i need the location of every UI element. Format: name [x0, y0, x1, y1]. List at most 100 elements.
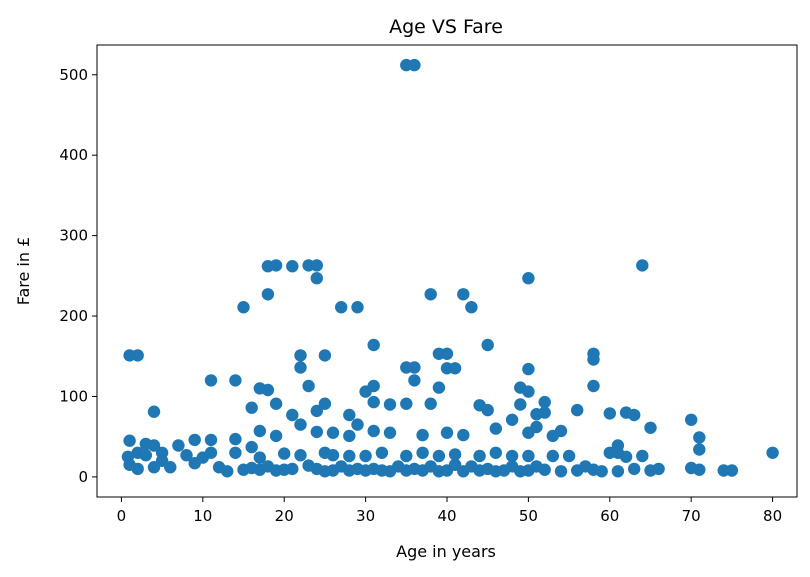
data-point	[554, 424, 568, 438]
data-point	[448, 448, 462, 461]
x-axis-ticks: 0 10 20 30 40 50 60 70 80	[117, 497, 782, 525]
data-point	[562, 449, 576, 463]
data-point	[424, 288, 437, 301]
data-point	[245, 401, 258, 414]
data-point	[408, 58, 421, 72]
data-point	[522, 272, 535, 285]
data-point	[693, 431, 706, 444]
data-point	[310, 425, 323, 439]
data-point	[294, 418, 307, 431]
data-point	[693, 443, 706, 456]
data-point	[261, 383, 275, 397]
data-point	[229, 432, 242, 446]
data-point	[522, 362, 535, 376]
x-tick-label: 10	[193, 507, 212, 525]
data-point	[448, 362, 462, 375]
data-point	[587, 379, 600, 393]
y-tick-label: 0	[78, 468, 88, 486]
data-point	[587, 353, 600, 366]
y-tick-label: 300	[59, 227, 88, 245]
data-point	[628, 408, 641, 422]
chart-title: Age VS Fare	[389, 16, 503, 38]
y-axis-label: Fare in £	[14, 237, 33, 306]
data-point	[286, 408, 299, 422]
data-point	[343, 449, 356, 463]
data-point	[538, 406, 551, 419]
x-tick-label: 80	[763, 507, 782, 525]
data-point	[538, 395, 551, 409]
data-point	[717, 464, 730, 477]
data-point	[375, 446, 389, 459]
x-tick-label: 40	[437, 507, 456, 525]
data-point	[522, 385, 535, 398]
y-tick-label: 100	[59, 387, 88, 405]
data-point	[351, 301, 364, 314]
y-tick-label: 200	[59, 307, 88, 325]
x-tick-label: 50	[519, 507, 538, 525]
x-tick-label: 60	[600, 507, 619, 525]
data-point	[400, 449, 413, 463]
data-point	[318, 349, 332, 362]
data-point	[302, 379, 315, 393]
y-tick-label: 400	[59, 146, 88, 164]
data-point	[473, 449, 486, 463]
data-point	[416, 428, 429, 442]
data-point	[514, 398, 527, 411]
data-point	[237, 301, 250, 314]
y-axis-ticks: 0 100 200 300 400 500	[59, 66, 97, 486]
data-point	[367, 338, 380, 352]
data-point	[131, 349, 144, 362]
data-point	[408, 374, 421, 387]
data-point	[693, 463, 706, 476]
data-point	[636, 449, 649, 463]
data-point	[505, 413, 519, 426]
data-point	[432, 449, 446, 463]
data-point	[204, 374, 218, 387]
data-point	[432, 381, 446, 394]
data-point	[611, 439, 625, 452]
data-point	[489, 422, 502, 435]
data-point	[383, 426, 397, 439]
x-tick-label: 0	[117, 507, 127, 525]
x-axis-label: Age in years	[396, 542, 496, 561]
data-point	[530, 420, 543, 434]
x-tick-label: 20	[275, 507, 294, 525]
data-point	[269, 429, 283, 443]
data-point	[123, 434, 136, 447]
data-point	[245, 440, 258, 454]
data-point	[481, 338, 494, 352]
data-point	[294, 349, 307, 362]
data-point	[367, 424, 380, 438]
data-point	[310, 259, 323, 272]
x-tick-label: 70	[682, 507, 701, 525]
data-point	[359, 385, 372, 398]
data-point	[359, 449, 372, 463]
data-point	[343, 429, 356, 443]
data-point	[400, 397, 413, 410]
data-point	[603, 407, 616, 420]
plot-area	[121, 58, 779, 478]
data-point	[457, 428, 470, 442]
data-point	[343, 408, 356, 422]
data-point	[269, 397, 283, 410]
data-point	[253, 424, 266, 438]
data-point	[294, 449, 307, 462]
data-point	[465, 301, 478, 314]
data-point	[204, 433, 218, 447]
data-point	[180, 449, 193, 462]
data-point	[253, 451, 266, 464]
data-point	[546, 449, 559, 463]
data-point	[335, 301, 348, 314]
data-point	[416, 446, 429, 459]
data-point	[229, 446, 242, 459]
data-point	[424, 397, 437, 410]
data-point	[147, 405, 161, 418]
data-point	[318, 397, 332, 410]
data-point	[408, 361, 421, 374]
data-point	[619, 450, 633, 463]
y-tick-label: 500	[59, 66, 88, 84]
data-point	[286, 260, 299, 273]
data-point	[310, 272, 323, 285]
data-point	[147, 439, 161, 452]
